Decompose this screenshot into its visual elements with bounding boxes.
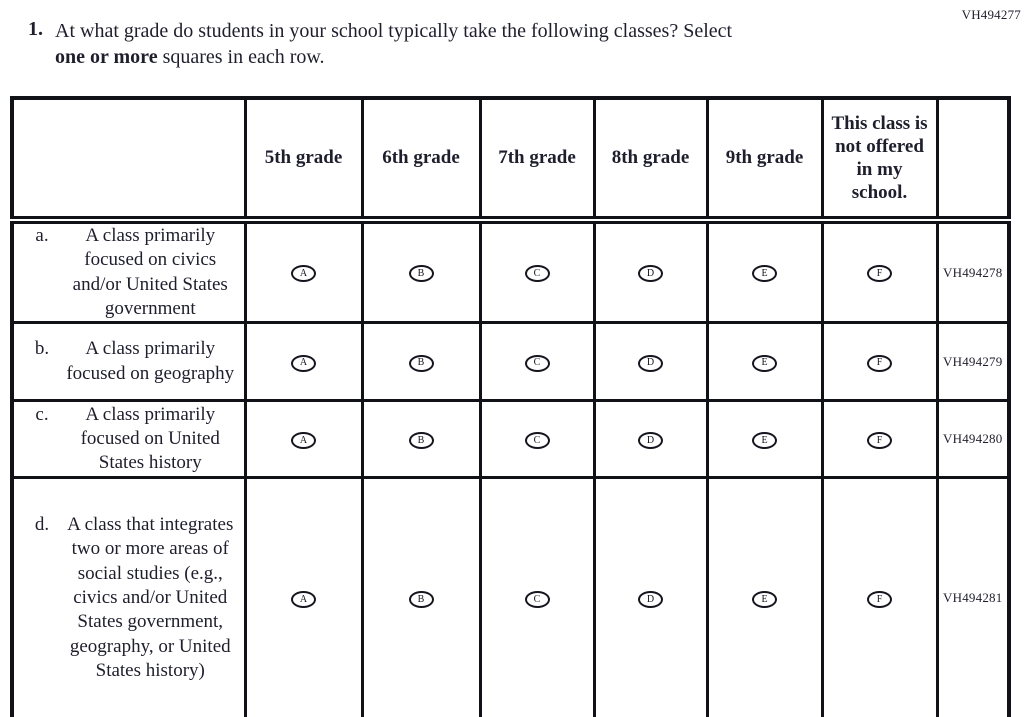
answer-cell-a-9th[interactable]: E	[705, 218, 824, 325]
option-bubble-A[interactable]: A	[291, 432, 316, 449]
answer-cell-d-7th[interactable]: C	[478, 476, 596, 717]
option-bubble-B[interactable]: B	[408, 265, 434, 283]
answer-cell-c-8th[interactable]: D	[592, 399, 709, 480]
question-bold-phrase: one or more	[55, 46, 158, 69]
table-row-d: d. A class that integrates two or more a…	[10, 476, 1011, 717]
answer-cell-a-8th[interactable]: D	[592, 218, 709, 325]
answer-cell-a-7th[interactable]: C	[478, 218, 596, 325]
header-blank-cell	[10, 96, 247, 224]
response-grid: 5th grade 6th grade 7th grade 8th grade …	[10, 96, 1011, 717]
row-label-cell: d. A class that integrates two or more a…	[10, 476, 247, 717]
answer-cell-d-6th[interactable]: B	[360, 476, 482, 717]
option-bubble-E[interactable]: E	[752, 354, 777, 372]
row-letter: b.	[34, 338, 50, 360]
header-7th-grade: 7th grade	[478, 96, 596, 224]
header-6th-grade: 6th grade	[360, 96, 482, 224]
header-row: 5th grade 6th grade 7th grade 8th grade …	[10, 96, 1011, 224]
answer-cell-d-notoffered[interactable]: F	[820, 476, 939, 717]
answer-cell-c-notoffered[interactable]: F	[820, 399, 939, 480]
answer-cell-b-5th[interactable]: A	[243, 321, 364, 403]
answer-cell-b-6th[interactable]: B	[360, 321, 482, 403]
row-letter: a.	[35, 225, 49, 246]
option-bubble-C[interactable]: C	[524, 432, 550, 449]
option-bubble-D[interactable]: D	[638, 354, 663, 372]
option-bubble-E[interactable]: E	[752, 591, 777, 608]
table-row-a: a. A class primarily focused on civics a…	[10, 218, 1011, 325]
option-bubble-A[interactable]: A	[291, 354, 316, 372]
answer-cell-a-notoffered[interactable]: F	[820, 218, 939, 325]
option-bubble-A[interactable]: A	[291, 591, 316, 608]
answer-cell-d-8th[interactable]: D	[592, 476, 709, 717]
row-label: A class primarily focused on civics and/…	[72, 225, 228, 319]
table-row-b: b. A class primarily focused on geograph…	[10, 321, 1011, 403]
row-letter: c.	[35, 403, 49, 425]
option-bubble-E[interactable]: E	[752, 265, 777, 283]
table-row-c: c. A class primarily focused on United S…	[10, 399, 1011, 480]
row-label-cell: c. A class primarily focused on United S…	[10, 399, 247, 480]
answer-cell-c-5th[interactable]: A	[243, 399, 364, 480]
row-label: A class that integrates two or more area…	[67, 514, 234, 682]
question-block: 1. At what grade do students in your sch…	[28, 18, 732, 71]
option-bubble-F[interactable]: F	[867, 354, 892, 372]
question-number: 1.	[28, 18, 43, 40]
header-code-cell	[935, 96, 1011, 224]
answer-cell-b-7th[interactable]: C	[478, 321, 596, 403]
option-bubble-F[interactable]: F	[867, 591, 892, 608]
answer-cell-a-6th[interactable]: B	[360, 218, 482, 325]
row-letter: d.	[34, 514, 50, 536]
header-8th-grade: 8th grade	[592, 96, 709, 224]
answer-cell-c-7th[interactable]: C	[478, 399, 596, 480]
page-code: VH494277	[961, 7, 1021, 22]
answer-cell-d-5th[interactable]: A	[243, 476, 364, 717]
option-bubble-D[interactable]: D	[638, 432, 663, 449]
row-label-cell: a. A class primarily focused on civics a…	[10, 218, 247, 325]
row-code: VH494279	[935, 321, 1011, 403]
row-label: A class primarily focused on geography	[66, 338, 235, 384]
row-label-cell: b. A class primarily focused on geograph…	[10, 321, 247, 403]
option-bubble-C[interactable]: C	[524, 591, 550, 608]
row-code: VH494280	[935, 399, 1011, 480]
option-bubble-F[interactable]: F	[867, 265, 892, 283]
answer-cell-b-9th[interactable]: E	[705, 321, 824, 403]
row-label: A class primarily focused on United Stat…	[80, 403, 220, 474]
answer-cell-a-5th[interactable]: A	[243, 218, 364, 325]
header-not-offered: This class is not offered in my school.	[820, 96, 939, 224]
header-9th-grade: 9th grade	[705, 96, 824, 224]
question-text-line2: squares in each row.	[157, 46, 325, 69]
question-text: At what grade do students in your school…	[55, 18, 732, 71]
option-bubble-B[interactable]: B	[408, 591, 434, 608]
option-bubble-D[interactable]: D	[638, 265, 663, 283]
option-bubble-C[interactable]: C	[524, 354, 550, 372]
row-code: VH494278	[935, 218, 1011, 325]
answer-cell-d-9th[interactable]: E	[705, 476, 824, 717]
answer-cell-c-6th[interactable]: B	[360, 399, 482, 480]
answer-cell-c-9th[interactable]: E	[705, 399, 824, 480]
option-bubble-F[interactable]: F	[867, 432, 892, 449]
answer-cell-b-notoffered[interactable]: F	[820, 321, 939, 403]
row-code: VH494281	[935, 476, 1011, 717]
option-bubble-B[interactable]: B	[408, 354, 434, 372]
option-bubble-B[interactable]: B	[408, 432, 434, 449]
option-bubble-E[interactable]: E	[752, 432, 777, 449]
answer-cell-b-8th[interactable]: D	[592, 321, 709, 403]
header-5th-grade: 5th grade	[243, 96, 364, 224]
question-text-line1: At what grade do students in your school…	[55, 20, 733, 42]
option-bubble-A[interactable]: A	[291, 265, 316, 283]
option-bubble-D[interactable]: D	[638, 591, 663, 608]
option-bubble-C[interactable]: C	[524, 265, 550, 283]
